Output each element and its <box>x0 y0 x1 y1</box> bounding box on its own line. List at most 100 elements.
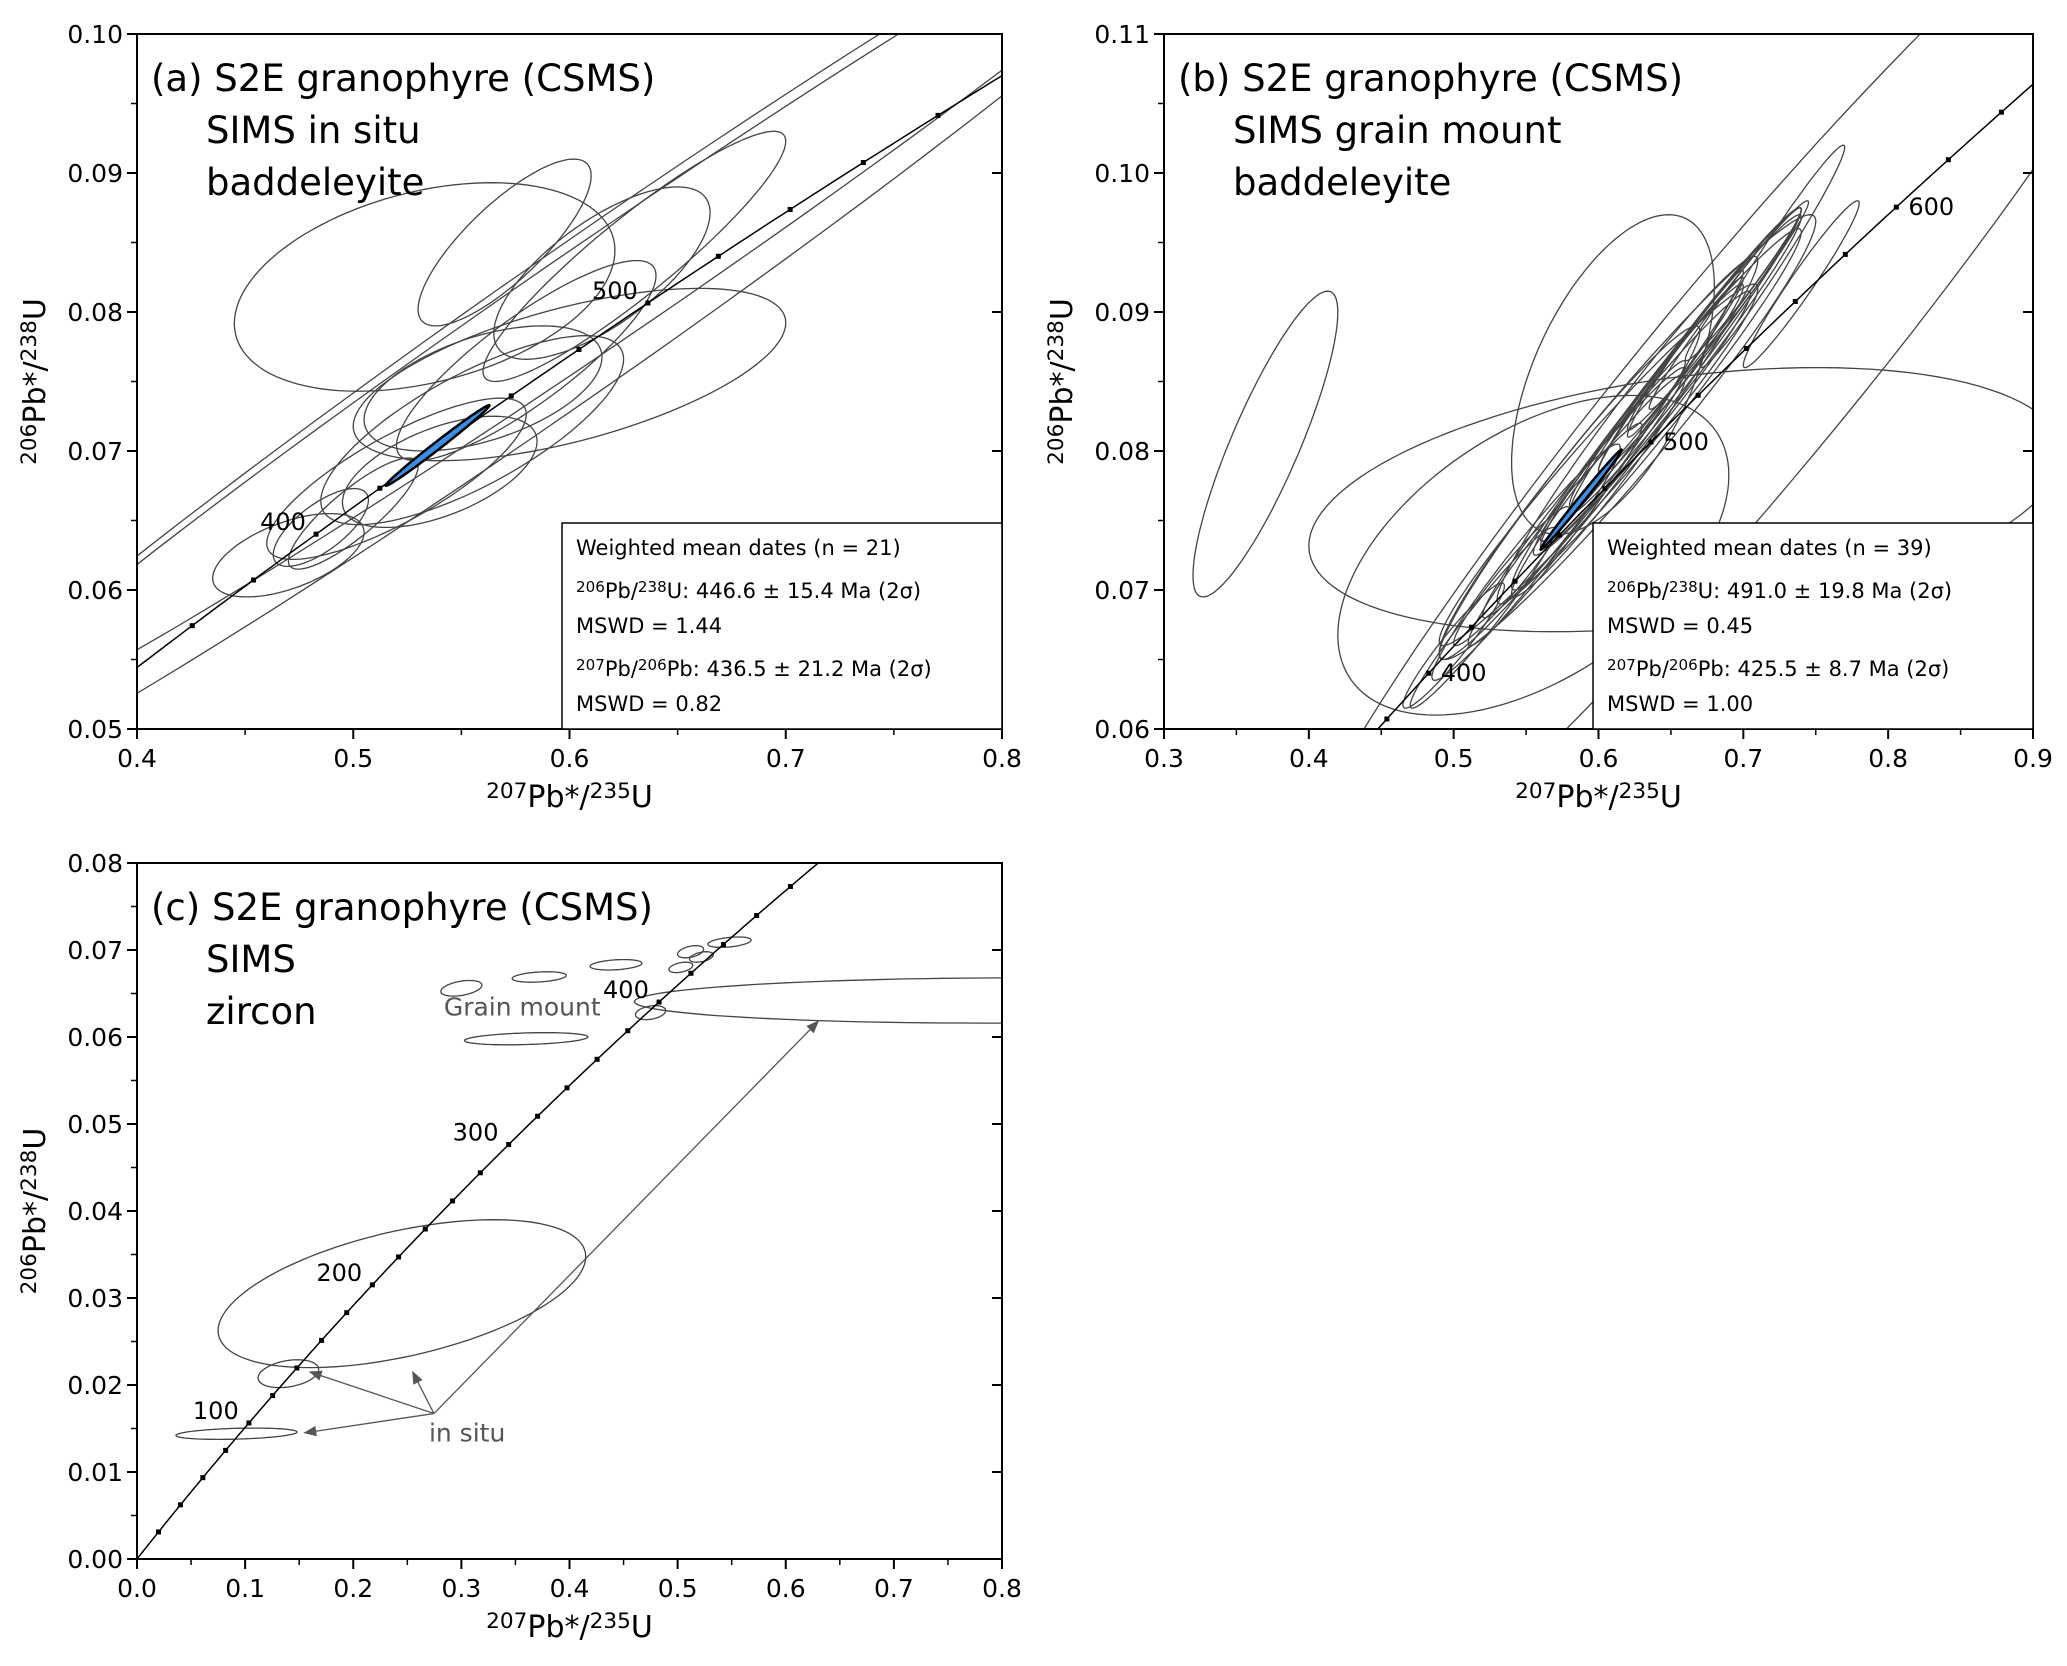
panel-title-line: (c) S2E granophyre (CSMS) <box>151 886 653 929</box>
y-tick-label: 0.11 <box>1094 20 1150 49</box>
legend-pb-pb-date: 207Pb/206Pb: 425.5 ± 8.7 Ma (2σ) <box>1607 656 1949 681</box>
concordia-age-marker <box>656 999 662 1005</box>
concordia-age-marker <box>1431 407 1436 412</box>
x-tick-label: 0.0 <box>117 1574 157 1603</box>
error-ellipse <box>633 977 1002 1024</box>
error-ellipse <box>1438 283 1759 647</box>
concordia-age-marker <box>941 1255 946 1260</box>
concordia-age-marker <box>1166 589 1171 594</box>
iso-sup: 206 <box>638 656 667 674</box>
date-text: Pb: 425.5 ± 8.7 Ma (2σ) <box>1698 657 1950 681</box>
y-tick-label: 0.01 <box>67 1458 123 1487</box>
x-tick-label: 0.8 <box>982 1574 1022 1603</box>
y-tick-label: 0.09 <box>67 159 123 188</box>
error-ellipse <box>137 34 1002 651</box>
concordia-age-marker <box>1695 392 1701 398</box>
concordia-age-label: 600 <box>1908 193 1954 221</box>
error-ellipse <box>287 457 419 570</box>
error-ellipse <box>1684 207 1802 362</box>
error-ellipse <box>352 287 787 462</box>
concordia-age-marker <box>1945 157 1951 163</box>
concordia-age-label: 100 <box>193 1397 239 1425</box>
concordia-age-marker <box>1150 988 1155 993</box>
concordia-age-marker <box>594 1056 600 1062</box>
date-text: U: 446.6 ± 15.4 Ma (2σ) <box>667 579 921 603</box>
y-tick-label: 0.06 <box>1094 715 1150 744</box>
annotation-label: in situ <box>429 1419 505 1448</box>
x-label-sup2: 235 <box>590 1609 631 1634</box>
error-ellipse <box>1363 34 2033 729</box>
concordia-age-marker <box>1208 559 1213 564</box>
x-tick-label: 0.7 <box>766 744 806 773</box>
error-ellipse <box>668 961 694 974</box>
concordia-age-marker <box>369 1282 375 1288</box>
panel-title-line: zircon <box>206 990 317 1033</box>
concordia-age-marker <box>754 913 760 919</box>
concordia-age-marker <box>1012 66 1017 71</box>
x-label-sup: 207 <box>1515 779 1556 804</box>
y-label-main: Pb*/ <box>1045 360 1080 423</box>
concordia-age-label: 400 <box>1441 659 1487 687</box>
concordia-age-marker <box>720 941 726 947</box>
concordia-age-marker <box>13 759 18 764</box>
y-label-sup: 206 <box>1044 424 1069 465</box>
concordia-age-marker <box>1602 485 1608 491</box>
concordia-age-marker <box>860 160 866 166</box>
error-ellipse <box>1568 283 1744 508</box>
x-tick-label: 0.5 <box>333 744 373 773</box>
error-ellipse <box>417 158 592 327</box>
error-ellipse <box>1742 200 1860 369</box>
error-ellipse <box>511 971 567 983</box>
x-tick-label: 0.3 <box>441 1574 481 1603</box>
concordia-age-marker <box>200 1475 206 1481</box>
annotation-label: Grain mount <box>444 992 601 1021</box>
plot-area <box>137 407 1436 1559</box>
concordia-age-marker <box>930 767 935 772</box>
error-ellipse <box>395 259 657 462</box>
concordia-age-marker <box>968 737 973 742</box>
date-text: U: 491.0 ± 19.8 Ma (2σ) <box>1698 579 1952 603</box>
y-tick-label: 0.10 <box>1094 159 1150 188</box>
x-label-main2: U <box>1660 780 1682 815</box>
concordia-age-marker <box>564 1085 570 1091</box>
error-ellipse <box>1402 582 1506 709</box>
concordia-age-marker <box>1468 624 1474 630</box>
concordia-age-marker <box>1426 670 1432 676</box>
x-label-main2: U <box>631 780 653 815</box>
weighted-mean-ellipse <box>384 403 491 487</box>
concordia-age-marker <box>319 1337 325 1343</box>
concordia-age-marker <box>246 1420 252 1426</box>
concordia-age-marker <box>1264 853 1269 858</box>
date-text: Pb: 436.5 ± 21.2 Ma (2σ) <box>667 657 932 681</box>
concordia-age-marker <box>787 206 793 212</box>
y-label-main2: U <box>1045 298 1080 320</box>
x-tick-label: 0.2 <box>333 1574 373 1603</box>
x-axis-label: 207Pb*/235U <box>1515 779 1682 815</box>
concordia-age-marker <box>1648 439 1654 445</box>
concordia-age-marker <box>1042 1122 1047 1127</box>
concordia-age-marker <box>935 112 941 118</box>
x-tick-label: 0.4 <box>117 744 157 773</box>
iso-sup: 238 <box>638 578 667 596</box>
concordia-age-marker <box>177 1502 183 1508</box>
y-label-sup: 206 <box>17 424 42 465</box>
concordia-age-marker <box>156 1529 162 1535</box>
concordia-age-marker <box>846 1387 851 1392</box>
error-ellipse <box>1510 373 1687 598</box>
concordia-age-label: 500 <box>1663 428 1709 456</box>
error-ellipse <box>1510 214 1716 536</box>
concordia-age-marker <box>822 855 827 860</box>
concordia-age-marker <box>1557 532 1563 538</box>
error-ellipse <box>266 397 527 561</box>
concordia-age-marker <box>1743 345 1749 351</box>
error-ellipse <box>1626 269 1744 438</box>
error-ellipse <box>1438 325 1701 661</box>
concordia-age-marker <box>477 1170 483 1176</box>
error-ellipse <box>676 945 705 959</box>
y-label-main: Pb*/ <box>18 360 53 423</box>
panel-title-line: baddeleyite <box>206 161 424 204</box>
concordia-age-label: 300 <box>453 1119 499 1147</box>
y-tick-label: 0.00 <box>67 1545 123 1574</box>
concordia-age-marker <box>508 393 514 399</box>
